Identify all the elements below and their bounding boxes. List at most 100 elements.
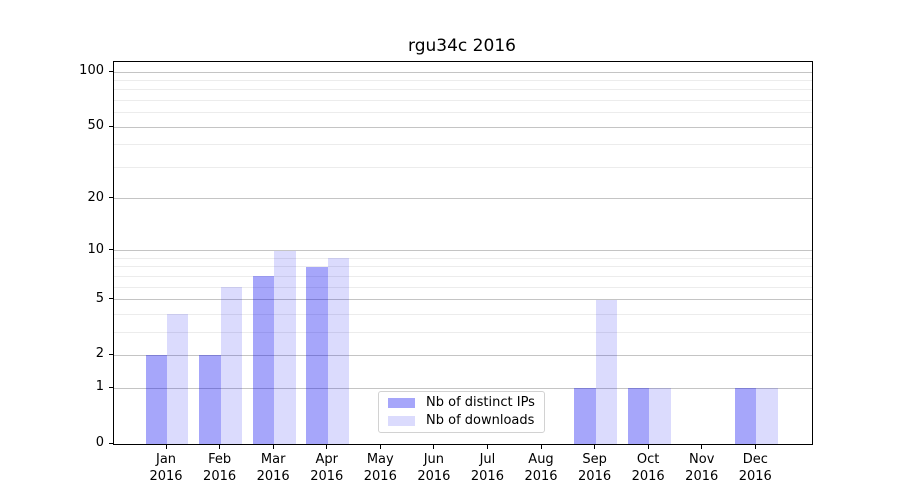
x-tick-label-dec: Dec 2016 (723, 451, 787, 485)
x-tick-month: Feb (208, 452, 232, 467)
legend-label-distinct-ips: Nb of distinct IPs (426, 395, 535, 410)
legend-label-downloads: Nb of downloads (426, 413, 535, 428)
chart-title: rgu34c 2016 (408, 36, 516, 56)
x-tick-month: Jun (423, 452, 445, 467)
x-tick-label-oct: Oct 2016 (616, 451, 680, 485)
y-tick-mark (109, 386, 114, 388)
bar-ips-dec (734, 388, 757, 444)
x-tick-year: 2016 (363, 469, 397, 484)
y-tick-mark (109, 353, 114, 355)
y-tick-mark (109, 298, 114, 300)
bar-downloads-dec (756, 388, 778, 444)
x-tick-year: 2016 (256, 469, 290, 484)
x-tick-year: 2016 (685, 469, 719, 484)
minor-gridline (114, 257, 812, 259)
x-tick-mark (219, 444, 221, 449)
y-tick-label: 2 (95, 346, 104, 362)
bar-ips-oct (627, 388, 650, 444)
major-gridline (114, 299, 812, 301)
x-tick-year: 2016 (524, 469, 558, 484)
x-tick-year: 2016 (310, 469, 344, 484)
minor-gridline (114, 266, 812, 268)
x-tick-year: 2016 (149, 469, 183, 484)
x-tick-year: 2016 (203, 469, 237, 484)
bar-downloads-feb (220, 287, 242, 444)
x-tick-year: 2016 (578, 469, 612, 484)
x-tick-mark (754, 444, 756, 449)
minor-gridline (114, 286, 812, 288)
x-tick-mark (701, 444, 703, 449)
x-tick-label-aug: Aug 2016 (509, 451, 573, 485)
y-tick-mark (109, 125, 114, 127)
minor-gridline (114, 331, 812, 333)
x-tick-label-apr: Apr 2016 (295, 451, 359, 485)
x-tick-month: Oct (636, 452, 660, 467)
x-tick-year: 2016 (631, 469, 665, 484)
bar-ips-feb (199, 355, 221, 444)
minor-gridline (114, 112, 812, 114)
x-tick-month: Dec (742, 452, 768, 467)
x-tick-year: 2016 (738, 469, 772, 484)
x-tick-label-jul: Jul 2016 (455, 451, 519, 485)
minor-gridline (114, 313, 812, 315)
bar-ips-mar (252, 276, 275, 444)
bar-ips-apr (306, 266, 328, 444)
y-tick-mark (109, 442, 114, 444)
x-tick-label-jun: Jun 2016 (402, 451, 466, 485)
minor-gridline (114, 275, 812, 277)
x-tick-month: Apr (315, 452, 338, 467)
x-tick-month: Jul (479, 452, 496, 467)
y-tick-label: 0 (95, 435, 104, 450)
legend-item-downloads: Nb of downloads (388, 413, 544, 429)
y-tick-label: 1 (95, 379, 104, 395)
x-tick-mark (594, 444, 596, 449)
minor-gridline (114, 166, 812, 168)
y-tick-mark (109, 197, 114, 199)
minor-gridline (114, 79, 812, 81)
x-tick-month: Mar (260, 452, 286, 467)
y-tick-label: 5 (95, 290, 104, 306)
legend-item-distinct-ips: Nb of distinct IPs (388, 395, 544, 411)
x-tick-mark (433, 444, 435, 449)
major-gridline (114, 387, 812, 389)
minor-gridline (114, 99, 812, 101)
major-gridline (114, 71, 812, 73)
y-tick-label: 20 (87, 189, 104, 205)
major-gridline (114, 354, 812, 356)
y-tick-label: 50 (87, 118, 104, 134)
bar-downloads-sep (595, 299, 617, 444)
x-tick-label-jan: Jan 2016 (134, 451, 198, 485)
bar-ips-sep (574, 388, 596, 444)
x-tick-mark (540, 444, 542, 449)
bar-downloads-jan (167, 314, 189, 444)
x-tick-mark (647, 444, 649, 449)
y-tick-mark (109, 70, 114, 72)
x-tick-mark (326, 444, 328, 449)
x-tick-label-mar: Mar 2016 (241, 451, 305, 485)
major-gridline (114, 198, 812, 200)
x-tick-month: Jan (156, 452, 177, 467)
minor-gridline (114, 89, 812, 91)
legend: Nb of distinct IPs Nb of downloads (378, 391, 545, 433)
major-gridline (114, 250, 812, 252)
y-tick-label: 100 (79, 63, 104, 78)
bar-downloads-apr (327, 258, 350, 444)
bar-ips-jan (145, 355, 167, 444)
y-tick-label: 10 (87, 241, 104, 257)
x-tick-label-nov: Nov 2016 (670, 451, 734, 485)
bar-downloads-oct (649, 388, 671, 444)
x-tick-month: Nov (689, 452, 715, 467)
major-gridline (114, 126, 812, 128)
bar-downloads-mar (274, 250, 296, 444)
plot-area (113, 61, 813, 445)
x-tick-month: Aug (528, 452, 554, 467)
x-tick-mark (379, 444, 381, 449)
legend-swatch-distinct-ips (388, 398, 415, 408)
legend-swatch-downloads (388, 416, 415, 426)
x-tick-year: 2016 (417, 469, 451, 484)
x-tick-month: Sep (582, 452, 607, 467)
minor-gridline (114, 144, 812, 146)
x-tick-label-sep: Sep 2016 (563, 451, 627, 485)
x-tick-label-may: May 2016 (348, 451, 412, 485)
